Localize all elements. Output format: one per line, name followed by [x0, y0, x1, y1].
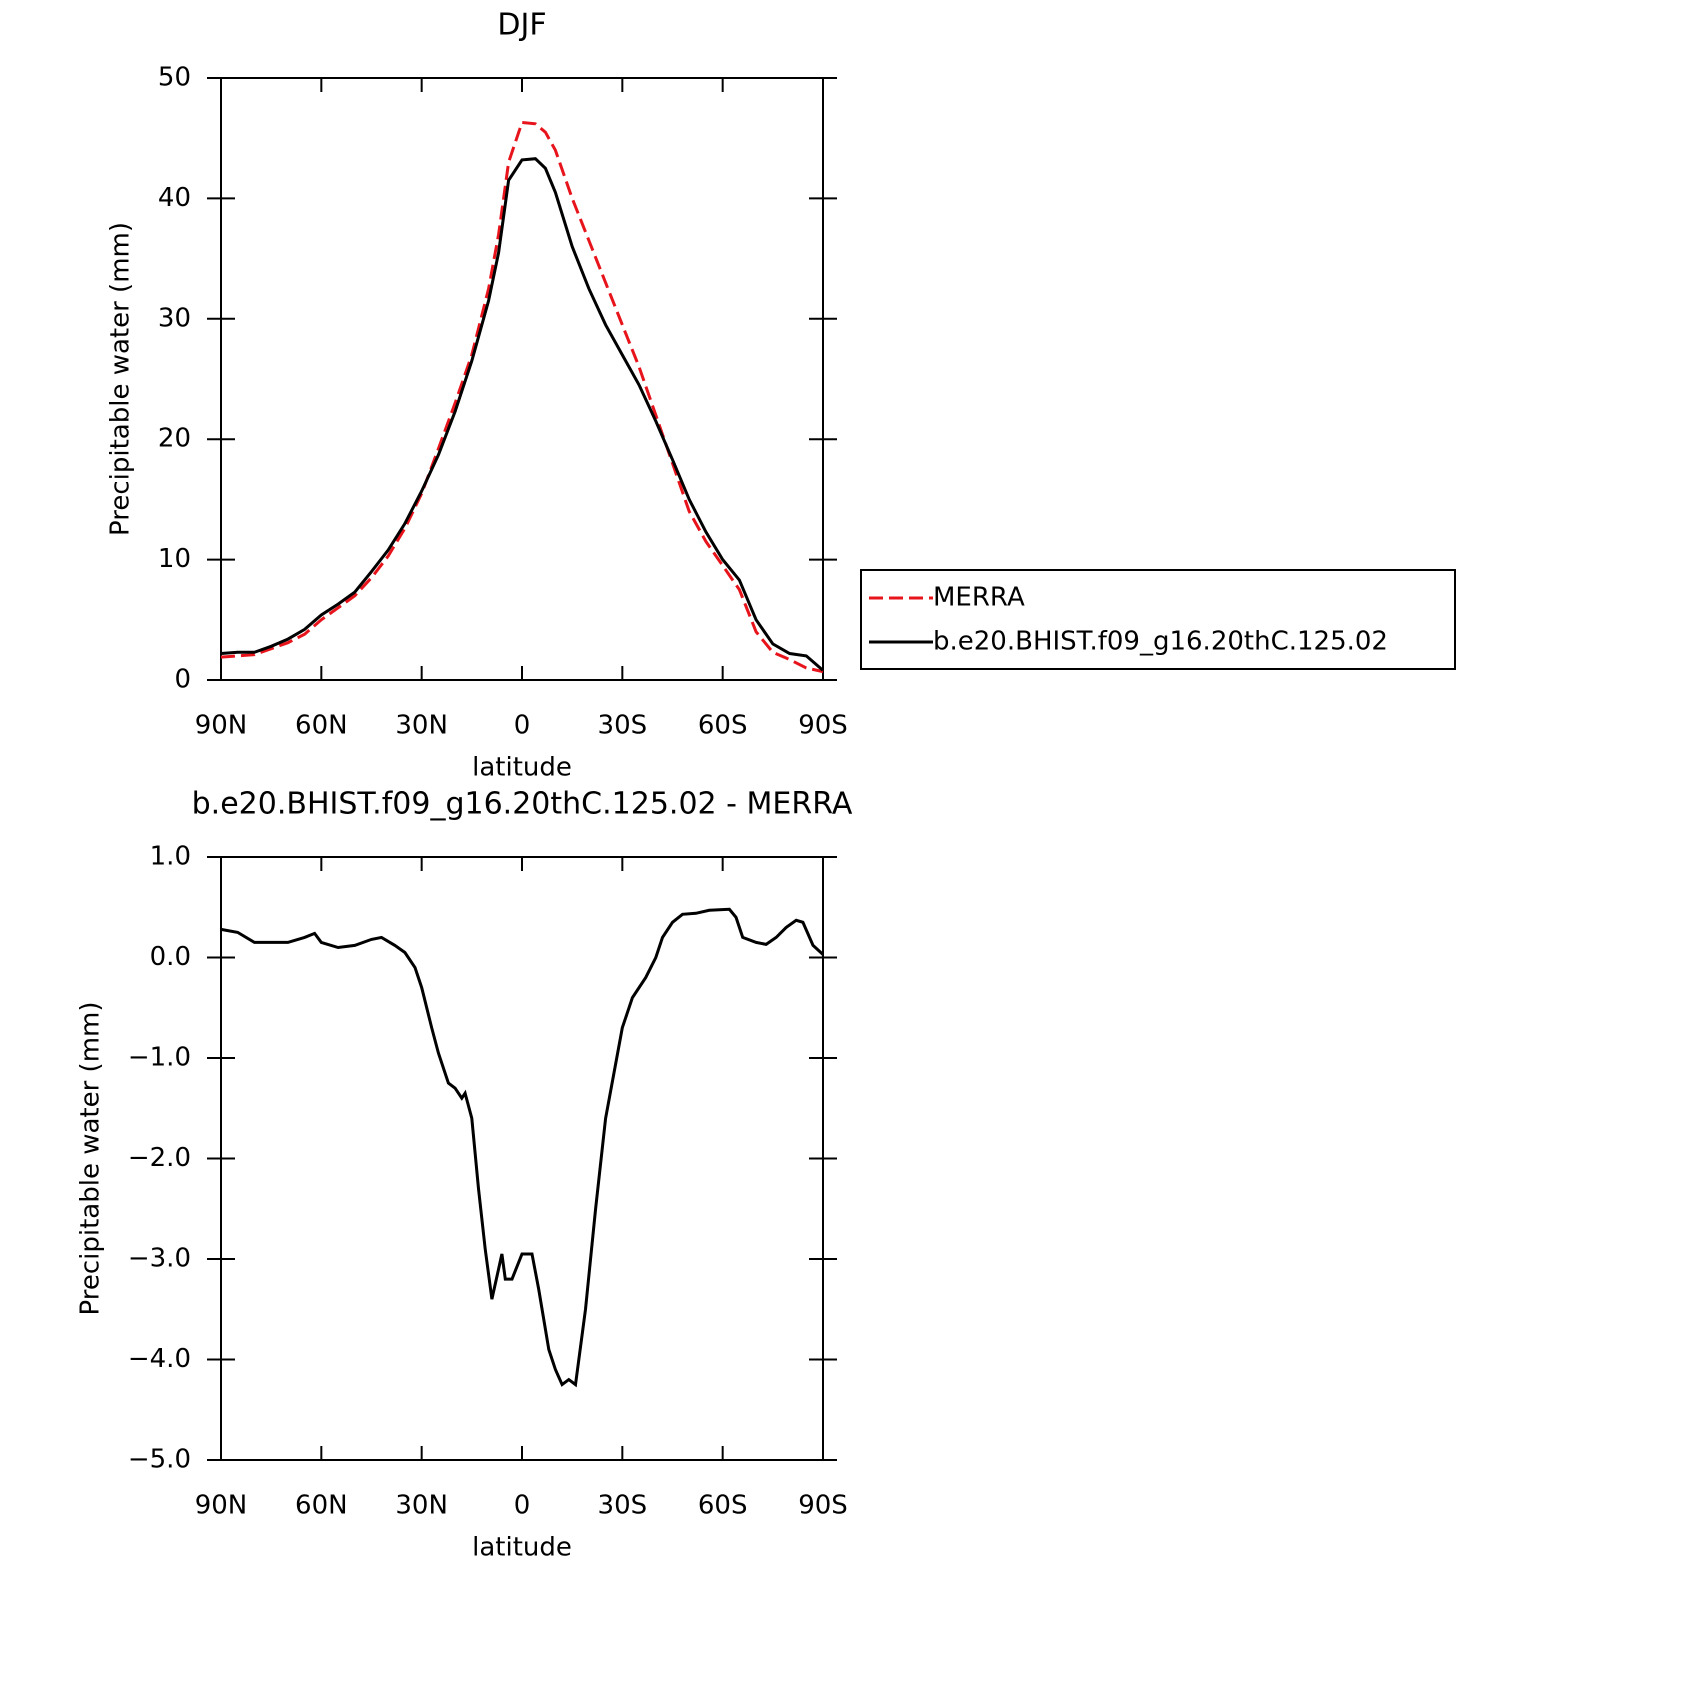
- data-line: [220, 120, 824, 674]
- x-tick-label: 30S: [598, 1491, 648, 1521]
- y-tick-label: −5.0: [128, 1445, 191, 1475]
- data-line: [220, 157, 824, 672]
- y-axis-label: Precipitable water (mm): [106, 222, 136, 536]
- x-axis-label: latitude: [472, 753, 572, 783]
- y-tick-label: 10: [158, 544, 191, 574]
- y-tick-label: 50: [158, 63, 191, 93]
- y-tick-label: 40: [158, 183, 191, 213]
- x-tick-label: 30N: [395, 711, 448, 741]
- legend-label: MERRA: [933, 583, 1025, 613]
- plot-frame: [220, 77, 824, 681]
- y-tick-label: 1.0: [150, 842, 191, 872]
- x-tick-label: 0: [514, 711, 531, 741]
- chart-title: b.e20.BHIST.f09_g16.20thC.125.02 - MERRA: [192, 787, 853, 822]
- y-axis-label: Precipitable water (mm): [76, 1002, 106, 1316]
- y-tick-label: −4.0: [128, 1344, 191, 1374]
- y-tick-label: −1.0: [128, 1043, 191, 1073]
- legend-box: [860, 569, 1456, 670]
- x-tick-label: 60N: [295, 711, 348, 741]
- x-tick-label: 60N: [295, 1491, 348, 1521]
- x-tick-label: 60S: [698, 711, 748, 741]
- chart-title: DJF: [497, 8, 546, 43]
- x-tick-label: 90S: [798, 1491, 848, 1521]
- y-tick-label: −3.0: [128, 1244, 191, 1274]
- x-tick-label: 90S: [798, 711, 848, 741]
- plot-frame: [220, 856, 824, 1461]
- x-tick-label: 30N: [395, 1491, 448, 1521]
- y-tick-label: 30: [158, 303, 191, 333]
- y-tick-label: 20: [158, 424, 191, 454]
- legend-label: b.e20.BHIST.f09_g16.20thC.125.02: [933, 627, 1388, 657]
- y-tick-label: −2.0: [128, 1143, 191, 1173]
- data-line: [220, 907, 825, 1388]
- y-tick-label: 0.0: [150, 942, 191, 972]
- x-axis-label: latitude: [472, 1533, 572, 1563]
- x-tick-label: 90N: [195, 711, 248, 741]
- y-tick-label: 0: [174, 665, 191, 695]
- x-tick-label: 90N: [195, 1491, 248, 1521]
- x-tick-label: 0: [514, 1491, 531, 1521]
- x-tick-label: 60S: [698, 1491, 748, 1521]
- x-tick-label: 30S: [598, 711, 648, 741]
